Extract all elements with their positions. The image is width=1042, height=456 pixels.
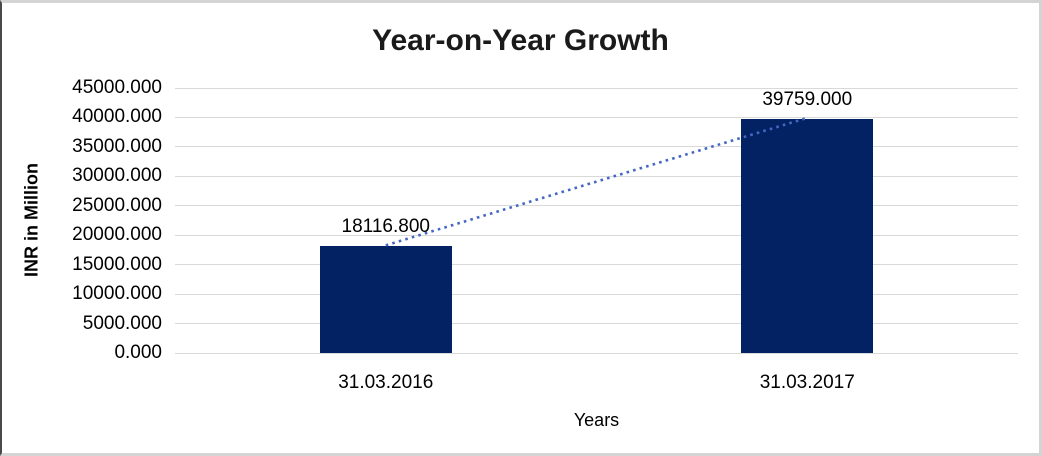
y-tick-label: 45000.000 (72, 77, 162, 98)
gridline (175, 146, 1018, 148)
gridline (175, 293, 1018, 295)
gridline (175, 116, 1018, 118)
chart-title: Year-on-Year Growth (372, 24, 669, 57)
bar-data-label: 18116.800 (341, 216, 430, 238)
y-tick-label: 40000.000 (72, 106, 162, 128)
gridline (175, 205, 1018, 207)
x-category-label: 31.03.2016 (338, 372, 434, 393)
gridline (175, 323, 1018, 325)
plot-area (175, 87, 1018, 354)
y-tick-label: 30000.000 (72, 165, 162, 187)
y-tick-label: 15000.000 (72, 253, 162, 275)
x-category-label: 31.03.2017 (759, 372, 855, 393)
bar (741, 118, 874, 353)
y-tick-label: 25000.000 (72, 194, 162, 216)
gridline (175, 264, 1018, 266)
bar-data-label: 39759.000 (762, 88, 853, 110)
gridline (175, 175, 1018, 177)
y-tick-label: 20000.000 (72, 224, 162, 246)
x-axis-title: Years (573, 410, 620, 430)
y-tick-label: 35000.000 (72, 135, 162, 157)
bar (319, 246, 452, 353)
gridline (175, 352, 1018, 354)
trendline-dotted (385, 116, 808, 247)
y-tick-label: 10000.000 (72, 283, 162, 305)
y-tick-label: 5000.000 (82, 312, 162, 334)
y-tick-label: 0.000 (114, 342, 162, 363)
gridline (175, 87, 1018, 89)
gridline (175, 234, 1018, 236)
